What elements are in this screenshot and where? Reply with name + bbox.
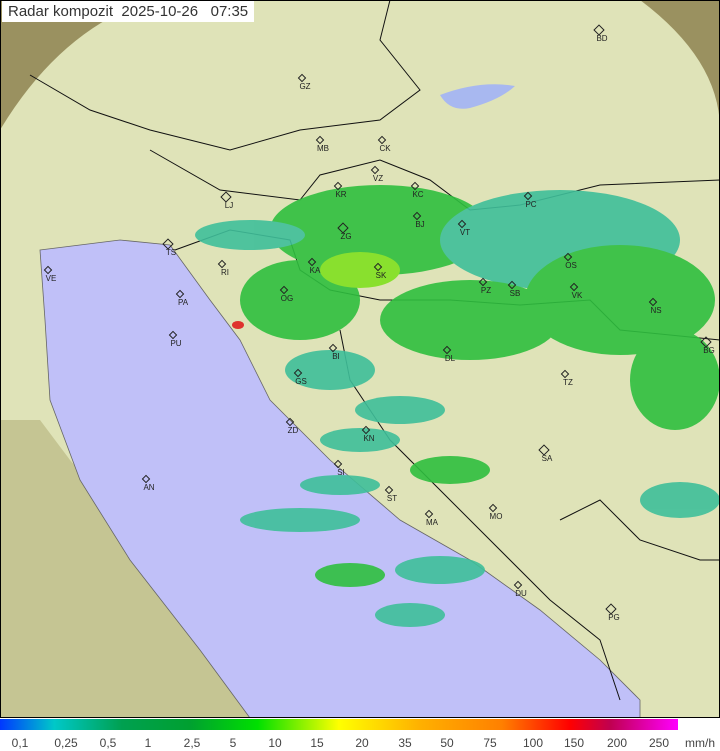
city-label: AN (143, 483, 155, 492)
city-label: OS (565, 261, 577, 270)
city-label: VT (459, 228, 471, 237)
legend-label: 10 (268, 736, 282, 750)
legend-label: 20 (355, 736, 369, 750)
city-label: SB (509, 289, 521, 298)
city-label: ZD (287, 426, 299, 435)
city-label: BJ (415, 220, 425, 229)
legend-label: 15 (310, 736, 324, 750)
city-label: DL (444, 354, 456, 363)
legend-label: 50 (440, 736, 454, 750)
city-label: KR (335, 190, 347, 199)
city-label: NS (650, 306, 662, 315)
legend-label: 2,5 (183, 736, 201, 750)
legend-label: 0,5 (99, 736, 117, 750)
legend-label: 100 (522, 736, 544, 750)
city-label: BI (332, 352, 340, 361)
city-label: ZG (340, 232, 352, 241)
city-label: KN (363, 434, 375, 443)
legend-label: 0,1 (11, 736, 29, 750)
city-label: DU (515, 589, 527, 598)
city-label: CK (379, 144, 391, 153)
city-label: SA (541, 454, 553, 463)
radar-map (0, 0, 720, 718)
city-label: PU (170, 339, 182, 348)
city-label: TS (165, 248, 177, 257)
precipitation (195, 185, 720, 627)
city-label: MO (489, 512, 503, 521)
legend-label: 5 (229, 736, 237, 750)
lake-balaton (440, 84, 515, 109)
city-label: VK (571, 291, 583, 300)
city-label: PG (608, 613, 620, 622)
city-label: BG (703, 346, 715, 355)
map-title: Radar kompozit 2025-10-26 07:35 (2, 1, 255, 22)
city-label: PZ (480, 286, 492, 295)
city-label: PA (177, 298, 189, 307)
city-label: KC (412, 190, 424, 199)
legend-label: 1 (144, 736, 152, 750)
city-label: PC (525, 200, 537, 209)
city-label: SI (337, 468, 345, 477)
city-label: BD (596, 34, 608, 43)
city-label: VE (45, 274, 57, 283)
city-label: LJ (224, 201, 234, 210)
city-label: VZ (372, 174, 384, 183)
city-label: KA (309, 266, 321, 275)
legend-label: 35 (398, 736, 412, 750)
legend-label: 150 (563, 736, 585, 750)
city-label: GS (295, 377, 307, 386)
legend-color-scale (0, 719, 678, 730)
city-label: SK (375, 271, 387, 280)
legend-label: 200 (606, 736, 628, 750)
legend-label: 75 (483, 736, 497, 750)
legend-label: 0,25 (54, 736, 78, 750)
city-label: OG (280, 294, 294, 303)
legend-label: 250 (648, 736, 670, 750)
city-label: MB (317, 144, 329, 153)
city-label: TZ (563, 378, 573, 387)
city-label: MA (426, 518, 438, 527)
legend-labels: 0,1 0,25 0,5 1 2,5 5 10 15 20 35 50 75 1… (0, 736, 720, 750)
city-label: ST (386, 494, 398, 503)
legend-unit: mm/h (685, 736, 715, 750)
city-label: RI (221, 268, 229, 277)
city-label: GZ (299, 82, 311, 91)
